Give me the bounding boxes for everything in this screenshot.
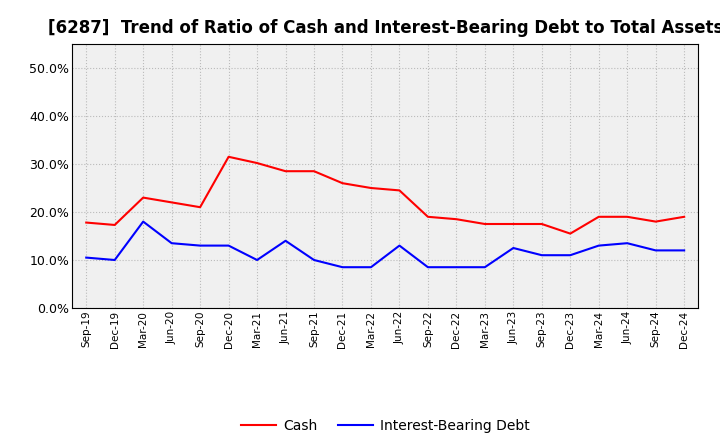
Cash bbox=[196, 205, 204, 210]
Cash bbox=[139, 195, 148, 200]
Cash bbox=[680, 214, 688, 220]
Interest-Bearing Debt bbox=[423, 264, 432, 270]
Interest-Bearing Debt bbox=[566, 253, 575, 258]
Cash bbox=[537, 221, 546, 227]
Interest-Bearing Debt bbox=[509, 246, 518, 251]
Cash bbox=[480, 221, 489, 227]
Line: Cash: Cash bbox=[86, 157, 684, 234]
Interest-Bearing Debt bbox=[310, 257, 318, 263]
Cash bbox=[310, 169, 318, 174]
Interest-Bearing Debt bbox=[595, 243, 603, 248]
Interest-Bearing Debt bbox=[253, 257, 261, 263]
Interest-Bearing Debt bbox=[167, 241, 176, 246]
Cash bbox=[338, 180, 347, 186]
Title: [6287]  Trend of Ratio of Cash and Interest-Bearing Debt to Total Assets: [6287] Trend of Ratio of Cash and Intere… bbox=[48, 19, 720, 37]
Interest-Bearing Debt bbox=[623, 241, 631, 246]
Cash bbox=[509, 221, 518, 227]
Cash bbox=[623, 214, 631, 220]
Interest-Bearing Debt bbox=[395, 243, 404, 248]
Cash bbox=[282, 169, 290, 174]
Interest-Bearing Debt bbox=[452, 264, 461, 270]
Interest-Bearing Debt bbox=[225, 243, 233, 248]
Interest-Bearing Debt bbox=[196, 243, 204, 248]
Interest-Bearing Debt bbox=[480, 264, 489, 270]
Cash bbox=[566, 231, 575, 236]
Interest-Bearing Debt bbox=[338, 264, 347, 270]
Cash bbox=[652, 219, 660, 224]
Cash bbox=[423, 214, 432, 220]
Interest-Bearing Debt bbox=[652, 248, 660, 253]
Cash bbox=[225, 154, 233, 159]
Cash bbox=[366, 185, 375, 191]
Interest-Bearing Debt bbox=[680, 248, 688, 253]
Cash bbox=[452, 216, 461, 222]
Cash bbox=[253, 161, 261, 166]
Legend: Cash, Interest-Bearing Debt: Cash, Interest-Bearing Debt bbox=[235, 413, 535, 438]
Cash bbox=[110, 222, 119, 227]
Interest-Bearing Debt bbox=[282, 238, 290, 243]
Cash bbox=[595, 214, 603, 220]
Interest-Bearing Debt bbox=[110, 257, 119, 263]
Interest-Bearing Debt bbox=[139, 219, 148, 224]
Line: Interest-Bearing Debt: Interest-Bearing Debt bbox=[86, 222, 684, 267]
Interest-Bearing Debt bbox=[82, 255, 91, 260]
Cash bbox=[395, 188, 404, 193]
Cash bbox=[167, 200, 176, 205]
Interest-Bearing Debt bbox=[537, 253, 546, 258]
Interest-Bearing Debt bbox=[366, 264, 375, 270]
Cash bbox=[82, 220, 91, 225]
